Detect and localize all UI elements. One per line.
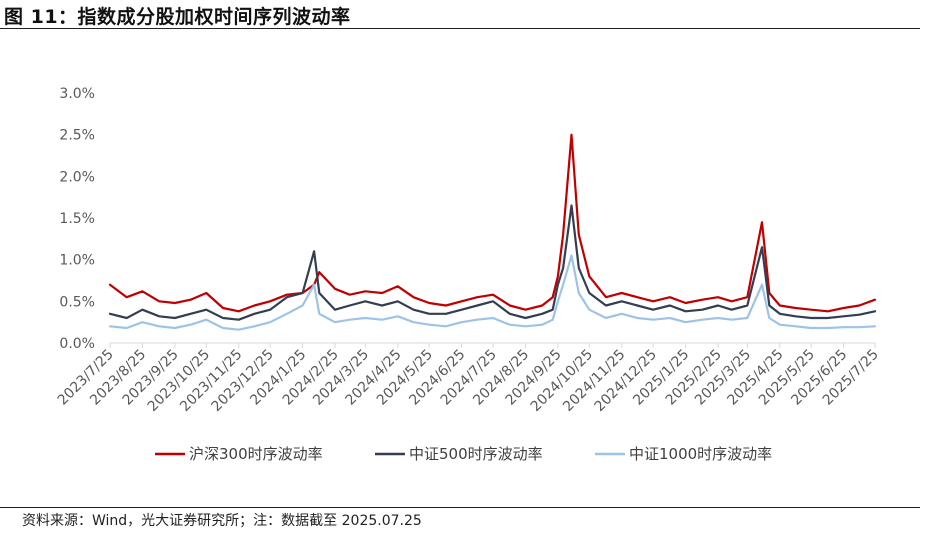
legend-label-1: 中证500时序波动率 [409, 445, 543, 463]
y-tick-label: 1.5% [59, 211, 95, 227]
y-tick-label: 2.0% [59, 169, 95, 185]
source-note: 资料来源：Wind，光大证券研究所；注：数据截至 2025.07.25 [22, 513, 422, 529]
legend-label-2: 中证1000时序波动率 [629, 445, 772, 463]
y-tick-label: 2.5% [59, 128, 95, 144]
x-axis: 2023/7/252023/8/252023/9/252023/10/25202… [55, 342, 882, 415]
volatility-line-chart: 0.0% 0.5% 1.0% 1.5% 2.0% 2.5% 3.0% 2023/7/2520… [55, 86, 882, 463]
legend-label-0: 沪深300时序波动率 [189, 445, 323, 463]
top-divider [0, 28, 920, 29]
y-tick-label: 3.0% [59, 86, 95, 102]
y-tick-label: 1.0% [59, 253, 95, 269]
series-line-1 [108, 204, 877, 321]
bottom-divider [0, 507, 920, 508]
y-axis: 0.0% 0.5% 1.0% 1.5% 2.0% 2.5% 3.0% [59, 86, 95, 352]
figure-title: 图 11：指数成分股加权时间序列波动率 [4, 6, 351, 28]
series-layer [108, 133, 877, 331]
series-line-0 [108, 133, 877, 313]
y-tick-label: 0.0% [59, 336, 95, 352]
legend: 沪深300时序波动率 中证500时序波动率 中证1000时序波动率 [155, 445, 772, 463]
y-tick-label: 0.5% [59, 294, 95, 310]
series-line-2 [108, 254, 877, 331]
